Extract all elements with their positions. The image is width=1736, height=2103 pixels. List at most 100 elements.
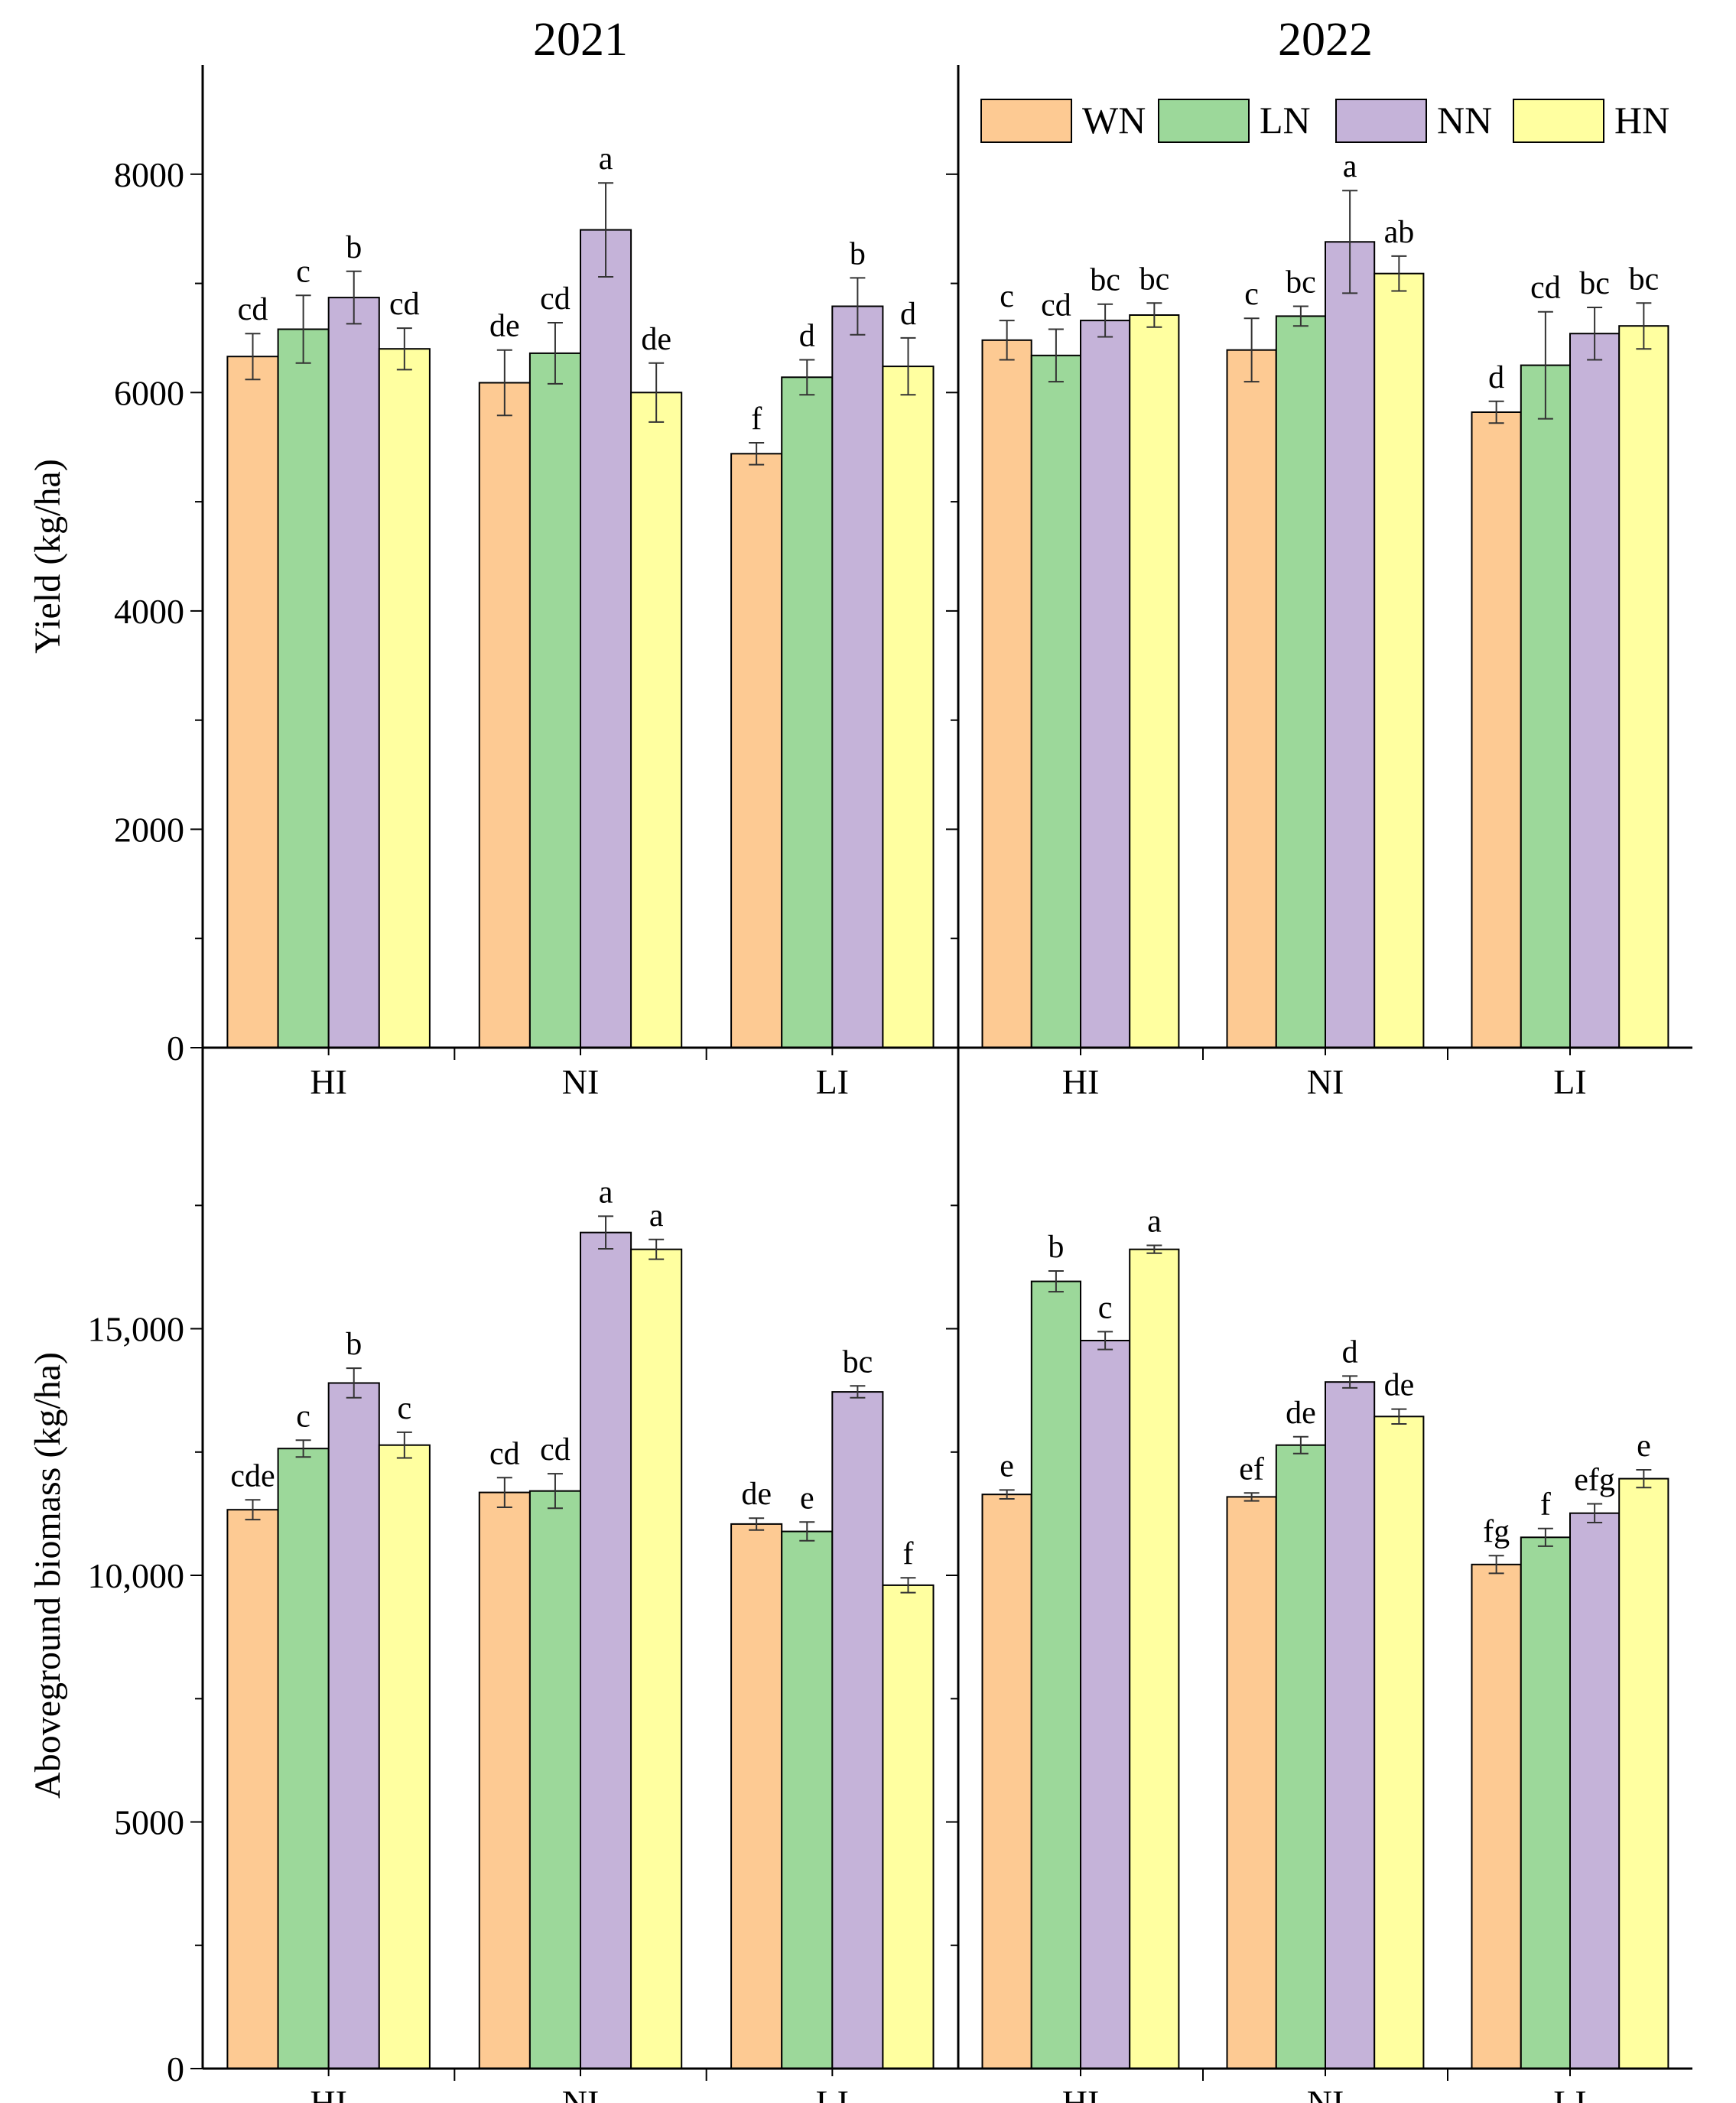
error-bar-LN-HI xyxy=(295,294,311,364)
error-bar-WN-NI xyxy=(496,1477,512,1508)
legend: WN LN NN HN xyxy=(980,99,1669,143)
bar-LN-NI xyxy=(1275,315,1327,1048)
error-bar-HN-HI xyxy=(1146,1244,1162,1254)
bar-HN-NI xyxy=(1374,272,1425,1048)
panel-title: 2022 xyxy=(1278,14,1373,66)
significance-label-LN-HI: cd xyxy=(1041,288,1071,323)
legend-swatch-NN xyxy=(1335,99,1427,143)
x-tick-label-NI: NI xyxy=(1307,1062,1344,1101)
error-bar-WN-NI xyxy=(1243,317,1260,383)
bar-HN-HI xyxy=(378,348,431,1048)
significance-label-HN-NI: a xyxy=(649,1198,664,1234)
panel-title: 2021 xyxy=(533,14,628,66)
bar-NN-NI xyxy=(1325,241,1376,1048)
significance-label-WN-HI: e xyxy=(1000,1448,1014,1484)
bar-WN-NI xyxy=(478,1491,531,2069)
significance-label-NN-NI: d xyxy=(1342,1334,1358,1370)
error-bar-HN-LI xyxy=(900,1577,916,1594)
bar-HN-NI xyxy=(630,1248,683,2069)
significance-label-NN-HI: b xyxy=(346,1327,362,1362)
significance-label-LN-NI: cd xyxy=(540,281,571,317)
significance-label-LN-LI: f xyxy=(1540,1487,1551,1523)
bar-WN-HI xyxy=(981,1494,1032,2069)
error-bar-NN-NI xyxy=(598,1215,614,1250)
x-tick-label-NI: NI xyxy=(562,1062,600,1101)
error-bar-LN-HI xyxy=(1048,1270,1064,1293)
error-bar-NN-HI xyxy=(346,270,362,325)
significance-label-LN-NI: bc xyxy=(1286,265,1316,301)
panel-top-left: cdcbcdHIdecdadeNIfdbdLI02000400060008000… xyxy=(28,14,935,1101)
significance-label-LN-LI: d xyxy=(799,319,815,354)
significance-label-HN-HI: a xyxy=(1147,1204,1162,1240)
chart-panels: cdcbcdHIdecdadeNIfdbdLI02000400060008000… xyxy=(28,14,1669,2103)
x-tick-label-NI: NI xyxy=(562,2083,600,2103)
bar-NN-LI xyxy=(831,305,884,1048)
y-tick-label: 10,000 xyxy=(88,1556,185,1595)
significance-label-WN-HI: c xyxy=(1000,279,1014,314)
significance-label-LN-LI: e xyxy=(800,1481,814,1516)
error-bar-HN-HI xyxy=(1146,302,1162,328)
bar-LN-LI xyxy=(781,1530,834,2069)
error-bar-NN-NI xyxy=(1342,1375,1358,1389)
significance-label-HN-NI: ab xyxy=(1384,215,1415,250)
legend-swatch-WN xyxy=(980,99,1072,143)
significance-label-WN-LI: d xyxy=(1488,360,1504,395)
bar-WN-NI xyxy=(478,382,531,1048)
significance-label-WN-NI: ef xyxy=(1239,1451,1264,1487)
legend-label-LN: LN xyxy=(1260,99,1311,141)
bar-HN-LI xyxy=(1618,1477,1669,2069)
bar-LN-LI xyxy=(1520,1536,1572,2070)
error-bar-WN-NI xyxy=(496,349,512,417)
bar-LN-HI xyxy=(1030,1280,1082,2069)
bar-NN-HI xyxy=(1080,320,1131,1049)
x-tick-label-LI: LI xyxy=(816,2083,849,2103)
y-tick-label: 6000 xyxy=(114,373,184,412)
significance-label-HN-NI: de xyxy=(641,322,671,357)
bar-WN-LI xyxy=(1471,411,1522,1048)
significance-label-NN-LI: bc xyxy=(1579,266,1610,301)
error-bar-LN-LI xyxy=(1537,310,1553,420)
bar-LN-HI xyxy=(1030,354,1082,1048)
y-axis-title: Aboveground biomass (kg/ha) xyxy=(28,1352,68,1799)
bar-NN-HI xyxy=(327,1382,380,2069)
error-bar-WN-HI xyxy=(245,1499,261,1521)
bar-HN-NI xyxy=(630,392,683,1048)
significance-label-NN-NI: a xyxy=(599,141,613,177)
bar-NN-HI xyxy=(1080,1340,1131,2069)
bar-HN-LI xyxy=(1618,325,1669,1048)
x-tick-label-HI: HI xyxy=(1062,1062,1100,1101)
error-bar-LN-HI xyxy=(1048,328,1064,383)
significance-label-WN-NI: de xyxy=(489,309,520,344)
bar-HN-NI xyxy=(1374,1416,1425,2070)
legend-swatch-HN xyxy=(1513,99,1604,143)
significance-label-LN-HI: c xyxy=(296,254,310,289)
error-bar-HN-HI xyxy=(396,1431,412,1459)
bar-LN-NI xyxy=(528,1490,582,2069)
error-bar-HN-NI xyxy=(649,362,665,423)
y-tick-label: 0 xyxy=(167,1029,184,1068)
significance-label-WN-HI: cde xyxy=(230,1458,275,1494)
bar-WN-HI xyxy=(226,1509,279,2069)
error-bar-NN-LI xyxy=(1587,1503,1603,1523)
error-bar-NN-LI xyxy=(850,1385,866,1399)
bar-WN-LI xyxy=(730,1523,783,2069)
significance-label-HN-LI: e xyxy=(1637,1429,1651,1464)
legend-label-WN: WN xyxy=(1082,99,1146,141)
bar-HN-LI xyxy=(882,366,935,1049)
significance-label-NN-LI: bc xyxy=(843,1344,873,1380)
error-bar-WN-LI xyxy=(749,442,765,466)
bar-NN-LI xyxy=(831,1391,884,2069)
error-bar-LN-NI xyxy=(1292,1435,1309,1455)
error-bar-LN-LI xyxy=(799,1521,815,1542)
significance-label-NN-HI: b xyxy=(346,230,362,265)
error-bar-HN-LI xyxy=(1636,302,1652,350)
bar-WN-LI xyxy=(730,453,783,1048)
significance-label-HN-HI: bc xyxy=(1139,262,1170,297)
bar-WN-HI xyxy=(226,356,279,1048)
error-bar-WN-LI xyxy=(1488,400,1504,424)
y-tick-label: 0 xyxy=(167,2049,184,2088)
